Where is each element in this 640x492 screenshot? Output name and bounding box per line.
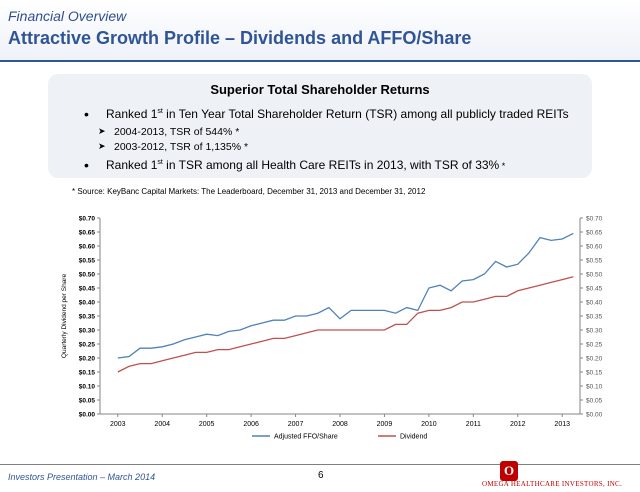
header-rule [0,60,640,62]
x-tick-label: 2006 [243,421,259,428]
y-tick-label-right: $0.25 [586,342,603,349]
y-tick-label-left: $0.60 [79,244,96,251]
y-tick-label-right: $0.70 [586,216,603,223]
y-axis-label: Quarterly Dividend per Share [61,274,68,359]
legend-label: Adjusted FFO/Share [274,434,338,441]
logo-mark-icon: O [500,461,518,481]
slide-title: Attractive Growth Profile – Dividends an… [8,28,472,48]
chart-axes: $0.00 $0.05 $0.10 $0.15 $0.20 $0.25 $0.30 $0.35… [61,216,603,429]
company-logo: O OMEGA HEALTHCARE INVESTORS, INC. [482,461,634,489]
x-tick-label: 2008 [332,421,348,428]
section-subtitle: Financial Overview [8,8,127,24]
bullet-text-post: in TSR among all Health Care REITs in 20… [162,158,500,172]
y-tick-label-right: $0.20 [586,356,603,363]
series-line-adjusted-ffo-share [117,232,574,359]
bullet-text-post: in Ten Year Total Shareholder Return (TS… [162,107,569,121]
y-tick-label-right: $0.10 [586,384,603,391]
y-tick-label-left: $0.00 [79,412,96,419]
y-tick-label-left: $0.40 [79,300,96,307]
y-tick-label-left: $0.15 [79,370,96,377]
x-tick-label: 2010 [421,421,437,428]
sub-bullet-2003-2012: ➤ 2003-2012, TSR of 1,135% * [98,141,249,153]
y-tick-label-left: $0.55 [79,258,96,265]
y-tick-label-left: $0.05 [79,398,96,405]
header: Financial Overview Attractive Growth Pro… [0,0,640,62]
x-tick-label: 2003 [110,421,126,428]
bullet-sup: st [157,159,163,166]
sub-bullet-text: 2004-2013, TSR of 544% * [114,126,240,138]
bullet-sup: st [157,108,163,115]
x-tick-label: 2009 [377,421,393,428]
legend-label: Dividend [400,434,427,441]
y-tick-label-left: $0.65 [79,230,96,237]
y-tick-label-left: $0.20 [79,356,96,363]
bullet-text-pre: Ranked 1 [106,107,158,121]
y-tick-label-left: $0.10 [79,384,96,391]
bullet-dot: • [84,106,89,122]
series-line-dividend [117,276,574,373]
bullet-text-pre: Ranked 1 [106,158,158,172]
footer-presentation-label: Investors Presentation – March 2014 [8,472,156,482]
y-tick-label-right: $0.60 [586,244,603,251]
bullet-ten-year-tsr: • Ranked 1st in Ten Year Total Sharehold… [84,106,569,122]
chart-legend: Adjusted FFO/Share Dividend [252,434,427,441]
arrow-icon: ➤ [98,126,106,136]
y-tick-label-right: $0.30 [586,328,603,335]
x-tick-label: 2005 [199,421,215,428]
x-tick-label: 2012 [510,421,526,428]
y-tick-label-right: $0.40 [586,300,603,307]
logo-text: OMEGA HEALTHCARE INVESTORS, INC. [482,480,623,488]
y-tick-label-right: $0.35 [586,314,603,321]
y-tick-label-left: $0.70 [79,216,96,223]
sub-bullet-text: 2003-2012, TSR of 1,135% * [114,141,249,153]
y-tick-label-left: $0.45 [79,286,96,293]
footer-rule [0,464,640,465]
line-chart: $0.00 $0.05 $0.10 $0.15 $0.20 $0.25 $0.30 $0.35… [61,216,603,441]
y-tick-label-right: $0.50 [586,272,603,279]
y-tick-label-right: $0.45 [586,286,603,293]
y-tick-label-left: $0.50 [79,272,96,279]
bullet-dot: • [84,157,89,173]
x-tick-label: 2007 [288,421,304,428]
y-tick-label-left: $0.30 [79,328,96,335]
bullet-health-care-tsr: • Ranked 1st in TSR among all Health Car… [84,157,506,173]
page-number: 6 [318,470,324,481]
y-tick-label-right: $0.65 [586,230,603,237]
highlight-box: Superior Total Shareholder Returns • Ran… [48,74,592,178]
sub-bullet-2004-2013: ➤ 2004-2013, TSR of 544% * [98,126,240,138]
bullet-star: * [499,161,506,171]
source-note: * Source: KeyBanc Capital Markets: The L… [72,187,426,196]
y-tick-label-right: $0.55 [586,258,603,265]
y-tick-label-left: $0.25 [79,342,96,349]
x-tick-label: 2004 [154,421,170,428]
x-tick-label: 2011 [466,421,481,428]
y-tick-label-left: $0.35 [79,314,96,321]
chart-series [117,232,574,373]
arrow-icon: ➤ [98,141,106,151]
y-tick-label-right: $0.00 [586,412,603,419]
y-tick-label-right: $0.05 [586,398,603,405]
x-tick-label: 2013 [554,421,570,428]
highlight-title: Superior Total Shareholder Returns [210,82,430,97]
y-tick-label-right: $0.15 [586,370,603,377]
